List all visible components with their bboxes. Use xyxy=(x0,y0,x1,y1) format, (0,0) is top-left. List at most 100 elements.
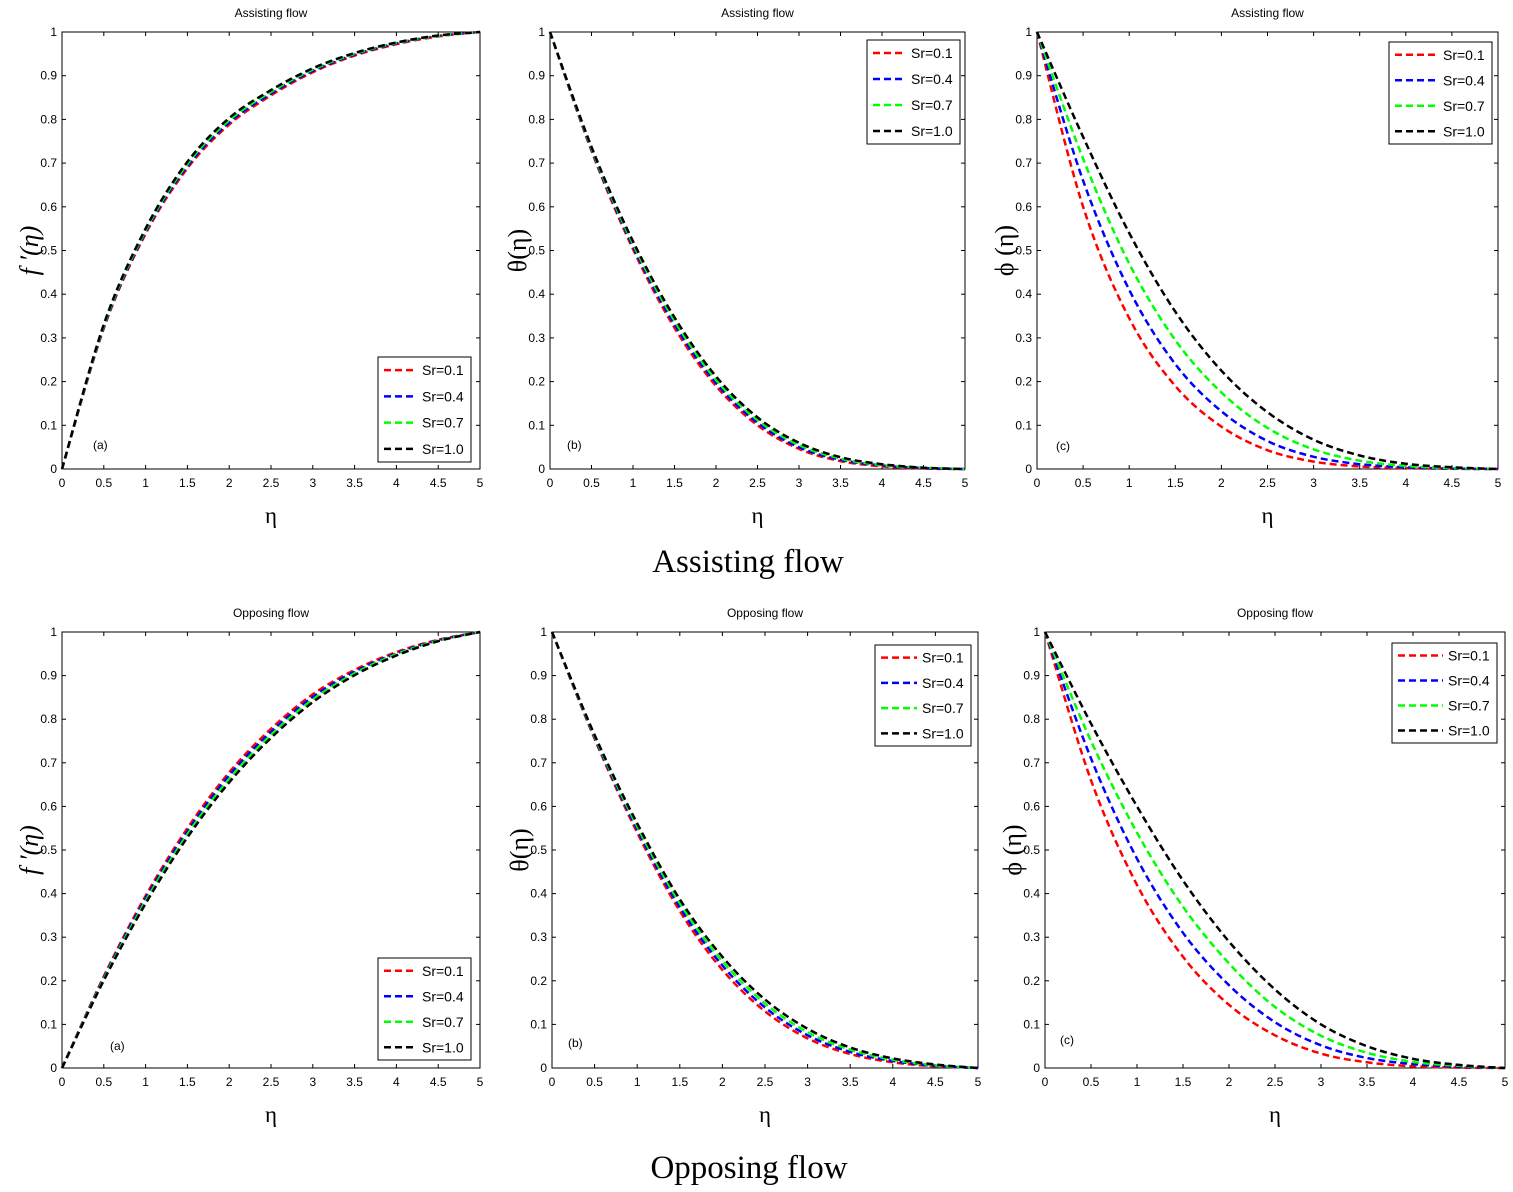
x-tick-label: 1.5 xyxy=(666,476,683,490)
x-tick-label: 1.5 xyxy=(671,1075,688,1089)
legend-label: Sr=1.0 xyxy=(911,123,953,139)
y-tick-label: 0 xyxy=(1025,462,1032,476)
y-tick-label: 0.4 xyxy=(1023,887,1040,901)
y-tick-label: 1 xyxy=(1033,625,1040,639)
x-tick-label: 3 xyxy=(1318,1075,1325,1089)
legend-label: Sr=0.7 xyxy=(1448,698,1490,714)
series-line-sr-0-7 xyxy=(1043,631,1506,1070)
legend-entry: Sr=0.7 xyxy=(384,415,464,431)
legend-entry: Sr=0.1 xyxy=(384,362,464,378)
legend-label: Sr=1.0 xyxy=(422,441,464,457)
legend-entry: Sr=1.0 xyxy=(881,725,964,741)
legend-entry: Sr=1.0 xyxy=(1398,723,1490,739)
chart-title: Opposing flow xyxy=(1237,606,1313,620)
x-tick-label: 4.5 xyxy=(1451,1075,1468,1089)
y-tick-label: 0.1 xyxy=(530,1017,547,1031)
chart-title: Assisting flow xyxy=(235,6,308,20)
x-tick-label: 2 xyxy=(1218,476,1225,490)
legend-entry: Sr=0.7 xyxy=(881,700,964,716)
y-tick-label: 0.2 xyxy=(1023,974,1040,988)
y-tick-label: 0.3 xyxy=(1015,331,1032,345)
y-tick-label: 0.4 xyxy=(530,887,547,901)
legend-entry: Sr=0.1 xyxy=(1398,648,1490,664)
series-line-sr-1-0 xyxy=(60,630,481,1069)
legend-label: Sr=0.7 xyxy=(911,97,953,113)
series-line-sr-0-7 xyxy=(60,30,481,470)
x-tick-label: 3 xyxy=(1310,476,1317,490)
y-axis-label: f ′(η) xyxy=(15,226,44,276)
chart-title: Assisting flow xyxy=(721,6,794,20)
legend-label: Sr=1.0 xyxy=(422,1039,464,1055)
series-line-sr-1-0 xyxy=(548,31,966,471)
legend-entry: Sr=0.7 xyxy=(873,97,953,113)
y-tick-label: 0.6 xyxy=(40,799,57,813)
y-tick-label: 0.8 xyxy=(40,712,57,726)
x-tick-label: 1 xyxy=(1126,476,1133,490)
x-tick-label: 4.5 xyxy=(927,1075,944,1089)
y-tick-label: 0.9 xyxy=(528,69,545,83)
y-tick-label: 0.7 xyxy=(40,156,57,170)
x-tick-label: 0 xyxy=(1042,1075,1049,1089)
row-caption-opposing: Opposing flow xyxy=(650,1150,847,1186)
y-tick-label: 0.3 xyxy=(1023,930,1040,944)
legend: Sr=0.1 Sr=0.4 Sr=0.7 Sr=1.0 xyxy=(1388,41,1493,145)
chart-title: Opposing flow xyxy=(233,606,309,620)
y-tick-label: 0.6 xyxy=(530,799,547,813)
x-tick-label: 4.5 xyxy=(430,1075,447,1089)
legend-entry: Sr=0.4 xyxy=(881,675,964,691)
legend-entry: Sr=0.4 xyxy=(384,988,464,1004)
y-tick-label: 1 xyxy=(1025,25,1032,39)
row-caption-assisting: Assisting flow xyxy=(652,544,844,580)
panel-annotation: (a) xyxy=(110,1039,125,1053)
y-tick-label: 0.5 xyxy=(40,843,57,857)
x-tick-label: 1.5 xyxy=(179,476,196,490)
legend-entry: Sr=0.1 xyxy=(1395,47,1485,63)
legend: Sr=0.1 Sr=0.4 Sr=0.7 Sr=1.0 xyxy=(1391,642,1498,744)
x-tick-label: 4 xyxy=(393,1075,400,1089)
y-tick-label: 0.7 xyxy=(1015,156,1032,170)
x-tick-label: 5 xyxy=(1502,1075,1509,1089)
y-tick-label: 0.1 xyxy=(40,418,57,432)
x-axis-label: η xyxy=(1269,1102,1281,1127)
y-tick-label: 0.3 xyxy=(528,331,545,345)
x-tick-label: 0 xyxy=(59,1075,66,1089)
x-tick-label: 2.5 xyxy=(263,1075,280,1089)
y-axis-label: θ(η) xyxy=(505,828,534,871)
x-tick-label: 4.5 xyxy=(915,476,932,490)
y-tick-label: 0 xyxy=(538,462,545,476)
y-tick-label: 0.3 xyxy=(40,331,57,345)
y-tick-label: 0.8 xyxy=(528,112,545,126)
y-axis-label: ϕ (η) xyxy=(998,824,1027,875)
y-tick-label: 0.4 xyxy=(40,287,57,301)
legend-box xyxy=(377,356,472,463)
x-tick-label: 0 xyxy=(549,1075,556,1089)
legend-label: Sr=0.1 xyxy=(1448,648,1490,664)
x-tick-label: 4 xyxy=(1410,1075,1417,1089)
x-tick-label: 5 xyxy=(975,1075,982,1089)
x-axis-label: η xyxy=(759,1102,771,1127)
x-tick-label: 1.5 xyxy=(179,1075,196,1089)
y-tick-label: 0.7 xyxy=(1023,756,1040,770)
legend-entry: Sr=1.0 xyxy=(873,123,953,139)
x-tick-label: 0 xyxy=(547,476,554,490)
x-tick-label: 4 xyxy=(393,476,400,490)
x-tick-label: 0.5 xyxy=(95,476,112,490)
x-tick-label: 2 xyxy=(1226,1075,1233,1089)
y-tick-label: 0.9 xyxy=(530,669,547,683)
y-tick-label: 0.6 xyxy=(1023,799,1040,813)
panel-annotation: (b) xyxy=(568,1036,583,1050)
panel-assisting-concentration: 0 0.5 1 1.5 2 2.5 3 3.5 4 4.5 5 0 0.1 0.2 0.3 0.4 0.5 0.6… xyxy=(990,6,1502,528)
y-tick-label: 0.8 xyxy=(530,712,547,726)
y-tick-label: 0.3 xyxy=(530,930,547,944)
panel-assisting-temperature: 0 0.5 1 1.5 2 2.5 3 3.5 4 4.5 5 0 0.1 0.2 0.3 0.4 0.5 0.6… xyxy=(503,6,969,528)
x-tick-label: 4 xyxy=(1402,476,1409,490)
panel-annotation: (b) xyxy=(567,438,582,452)
y-tick-label: 0.1 xyxy=(528,418,545,432)
x-tick-label: 5 xyxy=(477,476,484,490)
y-tick-label: 0.4 xyxy=(40,887,57,901)
legend-entry: Sr=0.1 xyxy=(881,650,964,666)
x-tick-label: 4 xyxy=(879,476,886,490)
x-tick-label: 2 xyxy=(226,476,233,490)
x-tick-label: 2 xyxy=(719,1075,726,1089)
